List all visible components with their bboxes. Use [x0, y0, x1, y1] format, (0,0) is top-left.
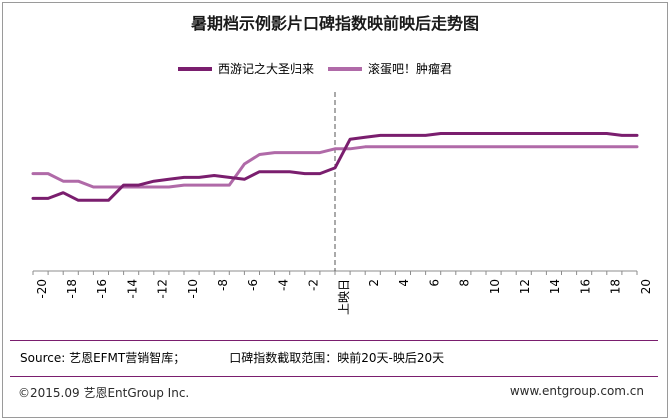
x-tick-label: -10 — [186, 279, 200, 299]
x-tick-label: 20 — [639, 279, 653, 294]
x-tick-label: -14 — [125, 279, 139, 299]
legend-label-series-2: 滚蛋吧！肿瘤君 — [368, 62, 453, 76]
source-divider — [10, 340, 658, 341]
source-label: Source: 艺恩EFMT营销智库； — [20, 351, 186, 365]
x-tick-label: -4 — [276, 279, 290, 291]
legend-label-series-1: 西游记之大圣归来 — [218, 62, 315, 76]
footer-divider — [10, 376, 658, 377]
series-line-1 — [31, 132, 639, 202]
chart-legend: 西游记之大圣归来 滚蛋吧！肿瘤君 — [178, 60, 466, 77]
footer-url: www.entgroup.com.cn — [509, 384, 644, 398]
x-tick-label: -6 — [246, 279, 260, 291]
x-tick-label: -20 — [35, 279, 49, 299]
x-tick-label: 8 — [458, 279, 472, 287]
series-line-2 — [31, 145, 639, 189]
chart-title: 暑期档示例影片口碑指数映前映后走势图 — [190, 14, 479, 33]
x-tick-label: 2 — [367, 279, 381, 287]
footer-copyright: ©2015.09 艺恩EntGroup Inc. — [18, 386, 190, 400]
source-note: Source: 艺恩EFMT营销智库； 口碑指数截取范围：映前20天-映后20天 — [20, 349, 444, 366]
legend-item-series-1: 西游记之大圣归来 — [178, 60, 314, 77]
x-tick-label: -8 — [216, 279, 230, 291]
source-range: 口碑指数截取范围：映前20天-映后20天 — [229, 351, 445, 365]
x-tick-label: -12 — [156, 279, 170, 299]
x-tick-label: 10 — [488, 279, 502, 294]
x-tick-label: 上映日 — [337, 279, 351, 315]
x-tick-label: -16 — [95, 279, 109, 299]
x-tick-label: 12 — [518, 279, 532, 294]
legend-item-series-2: 滚蛋吧！肿瘤君 — [328, 60, 452, 77]
x-tick-label: 16 — [578, 279, 592, 294]
legend-swatch-series-2 — [328, 66, 363, 71]
x-tick-label: 14 — [548, 279, 562, 294]
x-tick-label: -18 — [65, 279, 79, 299]
x-tick-label: 4 — [397, 279, 411, 287]
legend-swatch-series-1 — [178, 66, 212, 71]
x-tick-label: 6 — [427, 279, 441, 287]
x-tick-label: 18 — [609, 279, 623, 294]
x-tick-label: -2 — [307, 279, 321, 291]
